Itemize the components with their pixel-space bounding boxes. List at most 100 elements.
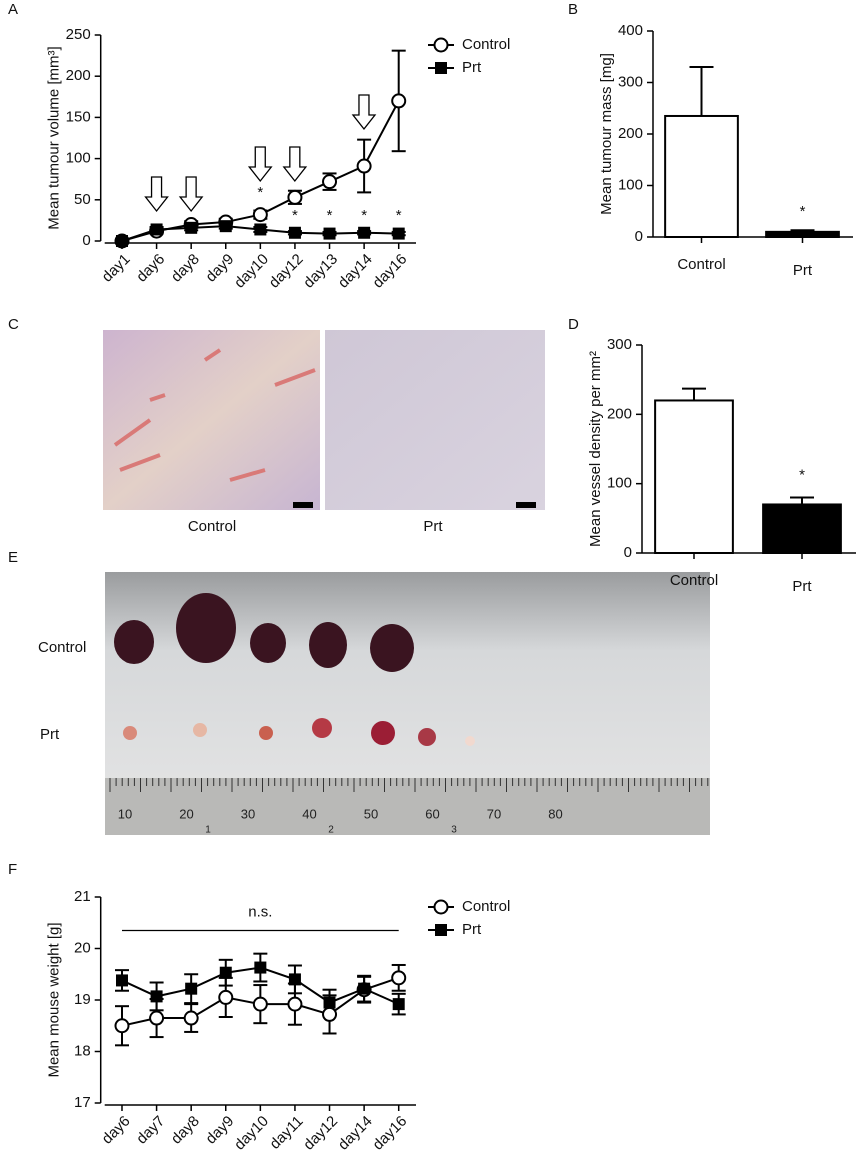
x-tick-label: day8 (168, 1113, 203, 1148)
x-tick-label: day14 (335, 251, 376, 292)
x-tick-label: day10 (231, 251, 272, 292)
legend-label: Prt (462, 59, 482, 76)
x-tick-label: Prt (793, 262, 813, 279)
ruler-number: 40 (302, 806, 316, 821)
x-tick-label: day1 (99, 251, 134, 286)
x-tick-label: day6 (99, 1113, 134, 1148)
x-tick-label: day6 (133, 251, 168, 286)
y-tick-label: 18 (74, 1042, 91, 1059)
marker (392, 227, 405, 240)
panel-letter: C (8, 316, 19, 333)
y-tick-label: 100 (66, 150, 91, 167)
panel-letter: D (568, 316, 579, 333)
y-axis-label: Mean mouse weight [g] (46, 922, 63, 1077)
legend-label: Prt (462, 921, 482, 938)
y-tick-label: 100 (618, 176, 643, 193)
panel-letter: B (568, 1, 578, 18)
annotation: * (361, 207, 367, 224)
annotation: * (800, 203, 806, 220)
annotation: n.s. (248, 903, 272, 920)
marker (150, 223, 163, 236)
marker (252, 207, 268, 223)
marker (391, 93, 407, 109)
image-label: Prt (423, 518, 443, 535)
x-tick-label: day8 (168, 251, 203, 286)
marker (219, 966, 232, 979)
ruler-cm: 3 (451, 825, 457, 836)
x-tick-label: Control (670, 572, 718, 589)
y-tick-label: 150 (66, 108, 91, 125)
marker (183, 1010, 199, 1026)
x-tick-label: day10 (231, 1113, 272, 1154)
marker (185, 221, 198, 234)
marker (115, 974, 128, 987)
panel-letter: E (8, 549, 18, 566)
tumours-control (114, 593, 414, 672)
bar (654, 399, 734, 555)
marker (219, 220, 232, 233)
scale-bar (293, 502, 313, 508)
legend-label: Control (462, 36, 510, 53)
tumours-prt (123, 718, 475, 746)
marker (323, 227, 336, 240)
annotation: * (257, 184, 263, 201)
photo-prt (325, 330, 545, 510)
treatment-arrow (247, 146, 273, 183)
y-tick-label: 100 (607, 475, 632, 492)
treatment-arrow (144, 176, 169, 213)
marker (392, 998, 405, 1011)
x-tick-label: day12 (266, 251, 307, 292)
marker (322, 174, 338, 190)
legend-marker (435, 62, 447, 74)
ruler-number: 30 (241, 806, 255, 821)
ruler-number: 50 (364, 806, 378, 821)
y-tick-label: 21 (74, 888, 91, 905)
image-label: Control (188, 518, 236, 535)
x-tick-label: day14 (335, 1113, 376, 1154)
x-tick-label: day7 (133, 1113, 168, 1148)
marker (287, 189, 303, 205)
legend-label: Control (462, 898, 510, 915)
marker (358, 982, 371, 995)
y-tick-label: 17 (74, 1094, 91, 1111)
ruler (105, 778, 710, 835)
ruler-ticks (109, 778, 709, 792)
marker (114, 1018, 130, 1034)
x-tick-label: day12 (300, 1113, 341, 1154)
bar (762, 503, 842, 555)
marker (323, 996, 336, 1009)
ruler-number: 60 (425, 806, 439, 821)
marker (358, 226, 371, 239)
y-tick-label: 200 (607, 405, 632, 422)
marker (218, 989, 234, 1005)
ruler-number: 10 (118, 806, 132, 821)
marker (287, 996, 303, 1012)
y-axis-label: Mean tumour mass [mg] (598, 53, 615, 215)
x-tick-label: Control (677, 256, 725, 273)
x-tick-label: day11 (266, 1113, 306, 1153)
y-tick-label: 300 (618, 73, 643, 90)
marker (288, 973, 301, 986)
scale-bar (516, 502, 536, 508)
row-label: Control (38, 639, 86, 656)
y-tick-label: 0 (635, 228, 643, 245)
y-tick-label: 19 (74, 991, 91, 1008)
marker (185, 982, 198, 995)
tumour-photo (105, 572, 710, 835)
legend-marker (433, 37, 449, 53)
annotation: * (292, 207, 298, 224)
y-tick-label: 400 (618, 22, 643, 39)
y-tick-label: 0 (624, 544, 632, 561)
panel-letter: F (8, 861, 17, 878)
histology-photos (103, 330, 545, 510)
annotation: * (396, 207, 402, 224)
bar (765, 230, 840, 239)
panel-letter: A (8, 1, 18, 18)
x-tick-label: Prt (792, 578, 812, 595)
marker (322, 1006, 338, 1022)
legend-marker (435, 924, 447, 936)
marker (254, 223, 267, 236)
y-tick-label: 250 (66, 26, 91, 43)
marker (356, 158, 372, 174)
